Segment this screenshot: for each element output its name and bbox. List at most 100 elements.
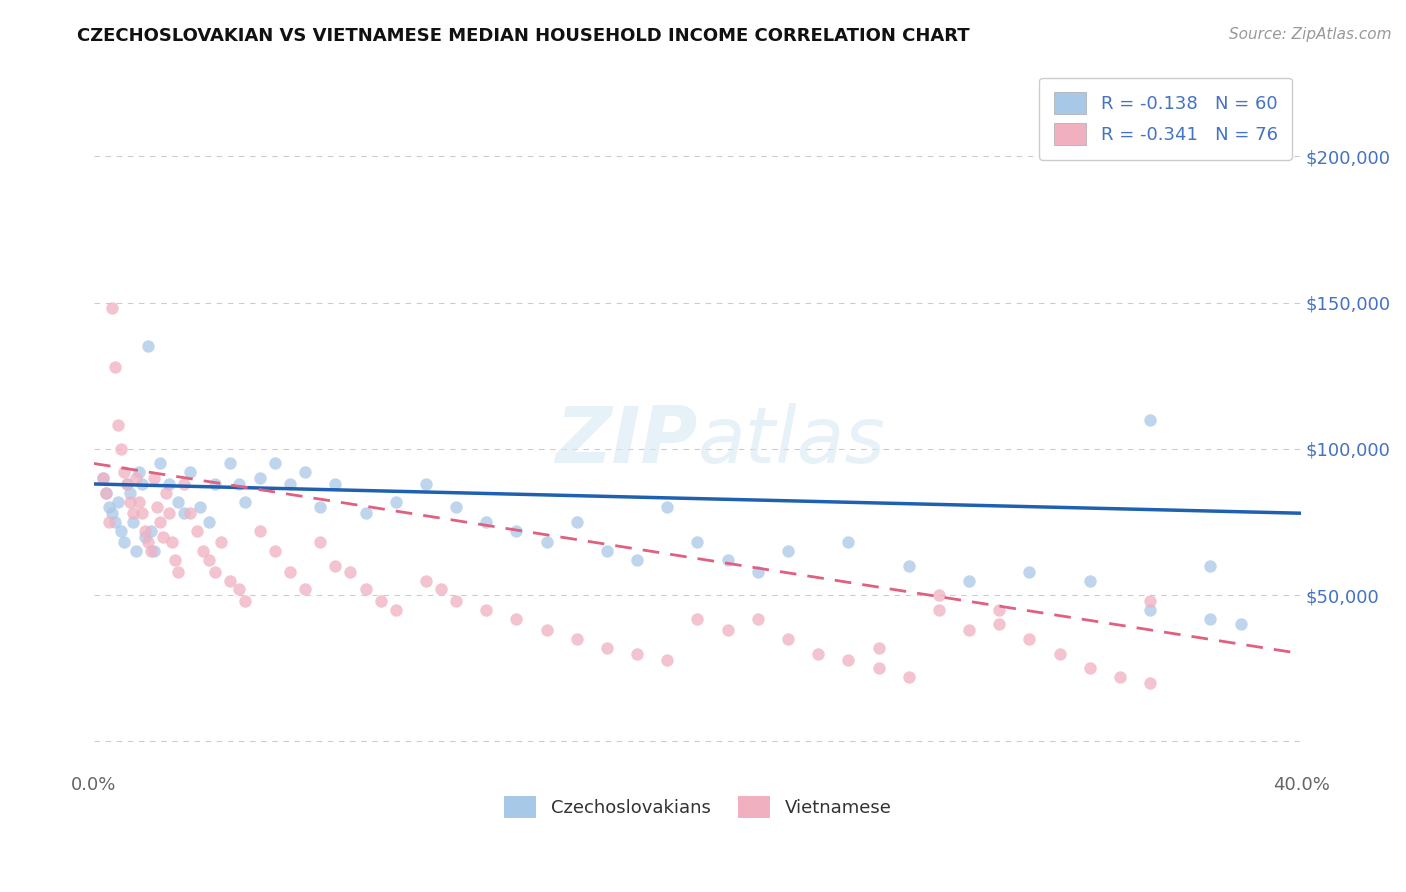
Point: [444, 594, 467, 608]
Point: [354, 582, 377, 597]
Point: [165, 553, 187, 567]
Point: [141, 544, 163, 558]
Point: [626, 647, 648, 661]
Point: [294, 465, 316, 479]
Point: [475, 515, 498, 529]
Point: [897, 670, 920, 684]
Point: [152, 530, 174, 544]
Point: [134, 530, 156, 544]
Point: [128, 465, 150, 479]
Point: [278, 477, 301, 491]
Point: [179, 506, 201, 520]
Point: [264, 544, 287, 558]
Point: [101, 506, 124, 520]
Point: [897, 558, 920, 573]
Point: [218, 574, 240, 588]
Point: [197, 553, 219, 567]
Point: [928, 588, 950, 602]
Point: [325, 558, 347, 573]
Point: [91, 471, 114, 485]
Point: [1139, 412, 1161, 426]
Point: [98, 500, 121, 515]
Point: [136, 535, 159, 549]
Text: ZIP: ZIP: [555, 402, 697, 479]
Point: [325, 477, 347, 491]
Point: [278, 565, 301, 579]
Point: [191, 544, 214, 558]
Point: [686, 535, 709, 549]
Point: [131, 506, 153, 520]
Point: [228, 477, 250, 491]
Point: [162, 535, 184, 549]
Point: [228, 582, 250, 597]
Point: [837, 535, 859, 549]
Point: [384, 603, 406, 617]
Point: [505, 611, 527, 625]
Point: [747, 611, 769, 625]
Point: [596, 640, 619, 655]
Point: [354, 506, 377, 520]
Point: [536, 535, 558, 549]
Point: [179, 465, 201, 479]
Point: [149, 457, 172, 471]
Point: [146, 500, 169, 515]
Point: [1199, 611, 1222, 625]
Point: [107, 418, 129, 433]
Point: [110, 524, 132, 538]
Point: [94, 485, 117, 500]
Point: [98, 515, 121, 529]
Point: [657, 652, 679, 666]
Point: [868, 640, 890, 655]
Point: [1018, 565, 1040, 579]
Point: [112, 535, 135, 549]
Point: [988, 603, 1011, 617]
Point: [444, 500, 467, 515]
Point: [120, 494, 142, 508]
Point: [957, 624, 980, 638]
Point: [110, 442, 132, 456]
Point: [94, 485, 117, 500]
Point: [988, 617, 1011, 632]
Point: [125, 471, 148, 485]
Legend: Czechoslovakians, Vietnamese: Czechoslovakians, Vietnamese: [496, 789, 898, 825]
Point: [125, 544, 148, 558]
Point: [122, 515, 145, 529]
Point: [1139, 594, 1161, 608]
Point: [1139, 676, 1161, 690]
Point: [776, 544, 799, 558]
Point: [107, 494, 129, 508]
Point: [120, 485, 142, 500]
Point: [143, 544, 166, 558]
Point: [957, 574, 980, 588]
Point: [233, 494, 256, 508]
Point: [370, 594, 392, 608]
Point: [837, 652, 859, 666]
Point: [115, 477, 138, 491]
Point: [309, 535, 332, 549]
Point: [384, 494, 406, 508]
Point: [928, 603, 950, 617]
Point: [1139, 603, 1161, 617]
Text: CZECHOSLOVAKIAN VS VIETNAMESE MEDIAN HOUSEHOLD INCOME CORRELATION CHART: CZECHOSLOVAKIAN VS VIETNAMESE MEDIAN HOU…: [77, 27, 970, 45]
Point: [104, 515, 127, 529]
Point: [233, 594, 256, 608]
Point: [186, 524, 208, 538]
Point: [339, 565, 361, 579]
Point: [115, 477, 138, 491]
Point: [717, 553, 740, 567]
Point: [91, 471, 114, 485]
Text: Source: ZipAtlas.com: Source: ZipAtlas.com: [1229, 27, 1392, 42]
Point: [143, 471, 166, 485]
Point: [1049, 647, 1071, 661]
Point: [173, 506, 195, 520]
Point: [112, 465, 135, 479]
Point: [536, 624, 558, 638]
Point: [657, 500, 679, 515]
Point: [136, 339, 159, 353]
Point: [167, 565, 190, 579]
Point: [1199, 558, 1222, 573]
Point: [1078, 574, 1101, 588]
Point: [475, 603, 498, 617]
Point: [565, 632, 588, 646]
Point: [167, 494, 190, 508]
